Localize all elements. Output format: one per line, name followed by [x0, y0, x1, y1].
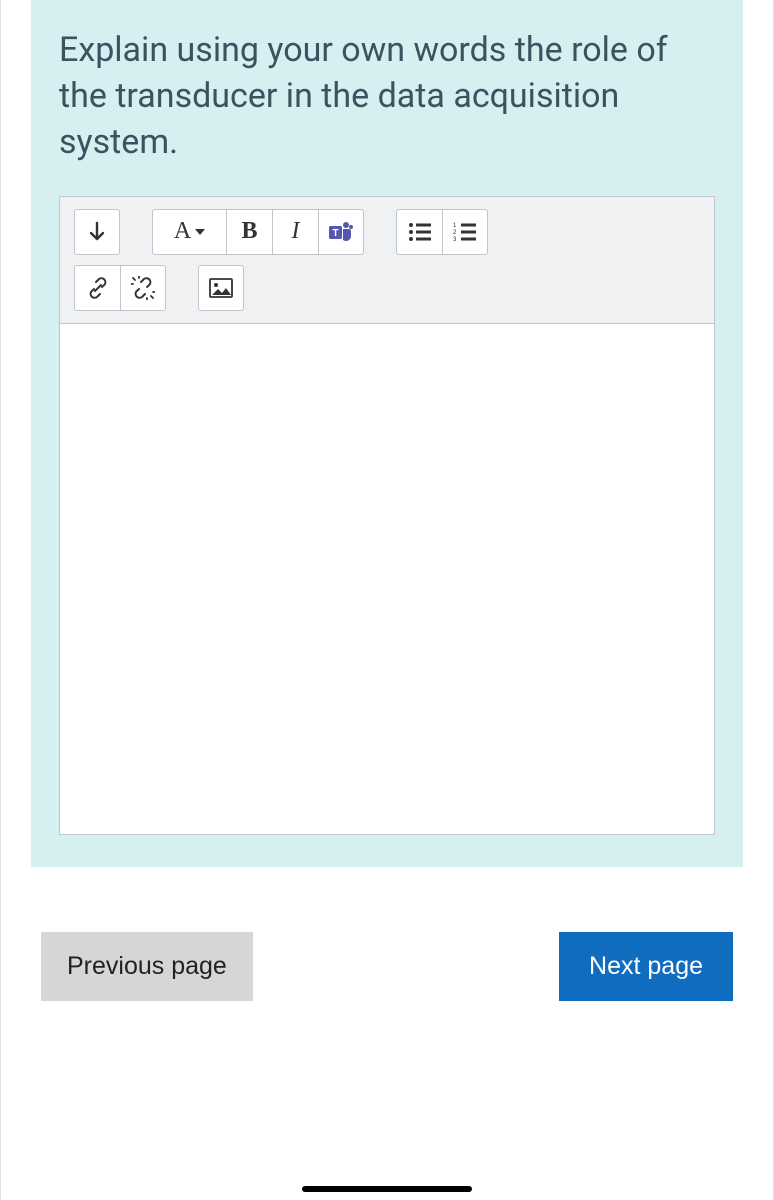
svg-text:T: T [332, 228, 338, 239]
bold-label: B [241, 218, 257, 245]
italic-label: I [292, 218, 300, 245]
image-button[interactable] [198, 265, 244, 311]
home-indicator [302, 1186, 472, 1192]
editor-textarea[interactable] [60, 324, 714, 834]
editor-container: A B I T [59, 196, 715, 835]
font-style-button[interactable]: A [152, 209, 226, 255]
svg-text:3: 3 [453, 237, 457, 242]
bold-button[interactable]: B [226, 209, 272, 255]
numbered-list-button[interactable]: 1 2 3 [442, 209, 488, 255]
image-icon [209, 278, 233, 298]
teams-button[interactable]: T [318, 209, 364, 255]
link-button[interactable] [74, 265, 120, 311]
unlink-button[interactable] [120, 265, 166, 311]
previous-page-button[interactable]: Previous page [41, 932, 253, 1001]
bullet-list-button[interactable] [396, 209, 442, 255]
expand-down-icon [88, 221, 106, 243]
page-container: Explain using your own words the role of… [0, 0, 774, 1200]
svg-text:1: 1 [453, 223, 457, 229]
chevron-down-icon [195, 229, 205, 235]
svg-text:2: 2 [453, 230, 457, 236]
teams-icon: T [328, 220, 354, 244]
next-page-button[interactable]: Next page [559, 932, 733, 1001]
link-icon [86, 276, 110, 300]
unlink-icon [131, 276, 155, 300]
navigation-bar: Previous page Next page [31, 932, 743, 1025]
bullet-list-icon [408, 222, 432, 242]
editor-toolbar: A B I T [60, 197, 714, 324]
question-text: Explain using your own words the role of… [59, 28, 715, 166]
toolbar-expand-button[interactable] [74, 209, 120, 255]
numbered-list-icon: 1 2 3 [453, 222, 477, 242]
question-panel: Explain using your own words the role of… [31, 0, 743, 867]
italic-button[interactable]: I [272, 209, 318, 255]
font-style-label: A [174, 218, 191, 245]
